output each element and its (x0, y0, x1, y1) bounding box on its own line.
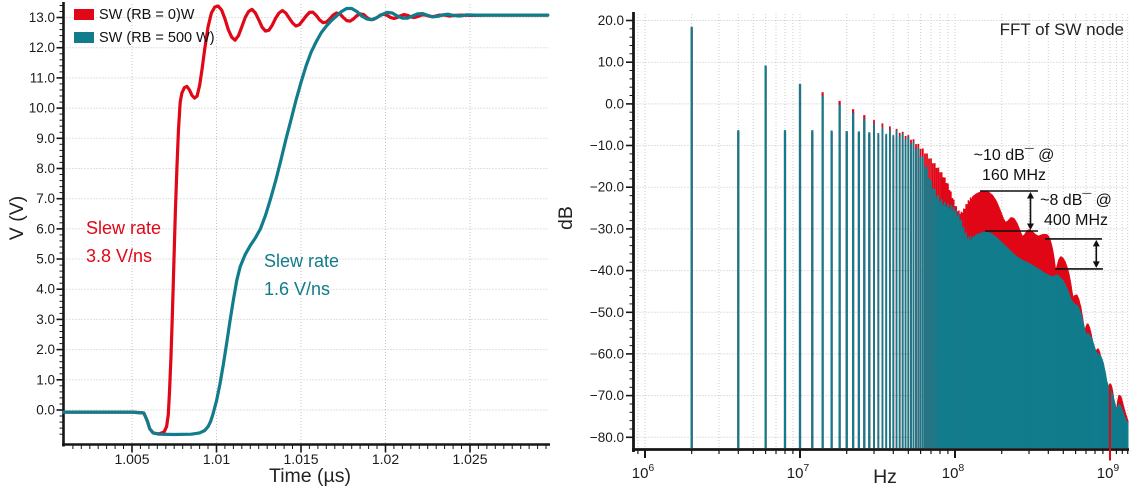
svg-text:10.0: 10.0 (598, 55, 624, 70)
left-x-axis-title: Time (µs) (269, 465, 351, 487)
svg-text:−70.0: −70.0 (590, 388, 624, 403)
svg-text:109: 109 (1097, 462, 1120, 482)
svg-text:106: 106 (632, 462, 655, 482)
fft-plot-title: FFT of SW node (999, 20, 1124, 39)
left-y-axis-title: V (V) (6, 195, 28, 241)
svg-text:107: 107 (787, 462, 810, 482)
svg-text:6.0: 6.0 (36, 221, 55, 236)
svg-text:−10.0: −10.0 (590, 138, 624, 153)
svg-text:−80.0: −80.0 (590, 430, 624, 445)
fft-annotation-400mhz: ~8 dB¯ @ 400 MHz (1040, 192, 1112, 229)
svg-text:4.0: 4.0 (36, 282, 55, 297)
right-y-axis-title: dB (555, 206, 577, 230)
svg-text:−40.0: −40.0 (590, 263, 624, 278)
legend-item: SW (RB = 0)W (74, 3, 215, 26)
slew-rate-annotation-red: Slew rate 3.8 V/ns (86, 218, 162, 266)
legend-swatch-teal (74, 32, 94, 43)
svg-text:10.0: 10.0 (29, 101, 55, 116)
svg-text:0.0: 0.0 (36, 403, 55, 418)
svg-text:2.0: 2.0 (36, 342, 55, 357)
svg-text:7.0: 7.0 (36, 191, 55, 206)
svg-text:11.0: 11.0 (30, 70, 55, 85)
svg-text:1.02: 1.02 (372, 451, 399, 467)
slew-rate-annotation-teal: Slew rate 1.6 V/ns (264, 251, 340, 299)
svg-text:1.0: 1.0 (36, 372, 55, 387)
svg-text:13.0: 13.0 (29, 10, 55, 25)
svg-text:20.0: 20.0 (598, 13, 624, 28)
svg-text:−50.0: −50.0 (590, 305, 624, 320)
svg-text:1.025: 1.025 (452, 451, 487, 467)
svg-text:1.005: 1.005 (114, 451, 149, 467)
right-x-axis-title: Hz (873, 466, 897, 488)
svg-text:108: 108 (942, 462, 965, 482)
legend-item: SW (RB = 500 W) (74, 26, 215, 49)
svg-text:0.0: 0.0 (605, 96, 624, 111)
fft-annotation-160mhz: ~10 dB¯ @ 160 MHz (973, 147, 1055, 184)
svg-text:1.01: 1.01 (203, 451, 230, 467)
svg-text:8.0: 8.0 (36, 161, 55, 176)
svg-text:9.0: 9.0 (36, 131, 55, 146)
svg-text:5.0: 5.0 (36, 252, 55, 267)
svg-text:−60.0: −60.0 (590, 346, 624, 361)
legend-label: SW (RB = 0)W (99, 6, 195, 23)
svg-text:1.015: 1.015 (283, 451, 318, 467)
svg-text:3.0: 3.0 (36, 312, 55, 327)
svg-text:−30.0: −30.0 (590, 221, 624, 236)
legend: SW (RB = 0)W SW (RB = 500 W) (74, 3, 215, 49)
svg-text:−20.0: −20.0 (590, 180, 624, 195)
legend-swatch-red (74, 9, 94, 20)
svg-text:12.0: 12.0 (29, 40, 55, 55)
legend-label: SW (RB = 500 W) (99, 29, 215, 46)
